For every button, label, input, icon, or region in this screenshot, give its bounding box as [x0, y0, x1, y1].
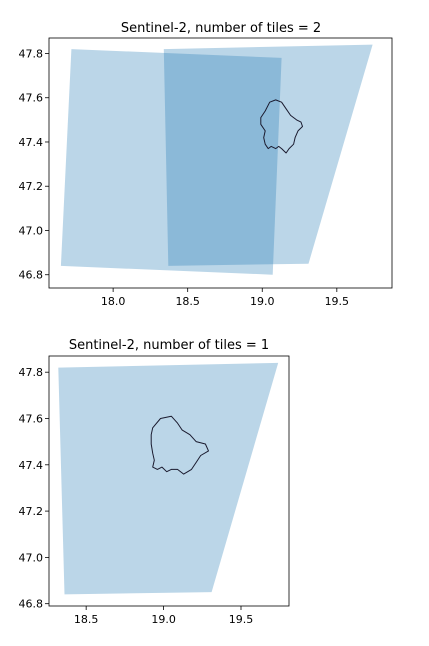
y-tick-label: 47.2	[19, 180, 44, 193]
x-tick-label: 18.0	[101, 295, 126, 308]
y-tick-label: 47.4	[19, 459, 44, 472]
y-tick-label: 47.0	[19, 224, 44, 237]
axes-frame	[48, 37, 393, 289]
chart-2: Sentinel-2, number of tiles = 1 18.5 19.0…	[19, 338, 290, 626]
chart-2-plot: 18.5 19.0 19.5 46.8 47.0 47.2 47.4 47.6 47.8	[19, 355, 290, 626]
x-tick-label: 19.5	[229, 613, 254, 626]
x-tick-label: 18.5	[74, 613, 99, 626]
region-outline	[260, 99, 303, 154]
chart-2-title: Sentinel-2, number of tiles = 1	[69, 338, 269, 353]
y-tick-label: 47.6	[19, 413, 44, 426]
chart-1-title: Sentinel-2, number of tiles = 2	[121, 21, 321, 36]
region-outline	[150, 415, 209, 475]
y-tick-label: 47.4	[19, 136, 44, 149]
axes-frame	[48, 355, 290, 607]
y-tick-label: 46.8	[19, 598, 44, 611]
y-tick-label: 47.8	[19, 47, 44, 60]
y-tick-label: 46.8	[19, 269, 44, 282]
y-tick-label: 47.0	[19, 551, 44, 564]
x-tick-label: 19.5	[325, 295, 350, 308]
tile-polygon-1	[58, 362, 279, 595]
tile-polygon-1	[60, 49, 282, 275]
x-tick-label: 18.5	[175, 295, 200, 308]
chart-1-plot: 18.0 18.5 19.0 19.5 46.8 47.0 47.2 47.4 47.6 47.8	[19, 37, 393, 308]
y-tick-label: 47.2	[19, 505, 44, 518]
x-tick-label: 19.0	[250, 295, 275, 308]
chart-1: Sentinel-2, number of tiles = 2 18.0 18.5…	[19, 21, 393, 308]
tile-polygon-2	[163, 44, 373, 266]
x-tick-label: 19.0	[151, 613, 176, 626]
y-tick-label: 47.8	[19, 366, 44, 379]
y-tick-label: 47.6	[19, 92, 44, 105]
